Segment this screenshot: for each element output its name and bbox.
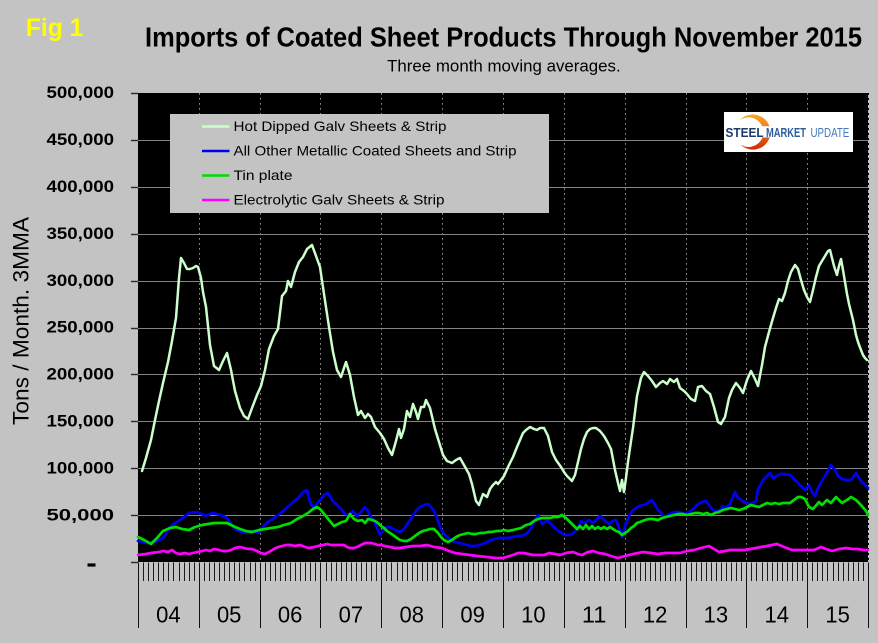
svg-text:Fig 1: Fig 1	[26, 14, 84, 42]
svg-text:250,000: 250,000	[47, 319, 115, 337]
svg-text:05: 05	[217, 602, 242, 628]
svg-text:450,000: 450,000	[47, 131, 115, 149]
svg-text:Tin plate: Tin plate	[234, 167, 293, 183]
svg-text:Imports of Coated Sheet Produc: Imports of Coated Sheet Products Through…	[145, 22, 862, 53]
svg-text:04: 04	[156, 602, 181, 628]
svg-text:14: 14	[765, 602, 790, 628]
svg-text:UPDATE: UPDATE	[811, 127, 850, 141]
svg-text:200,000: 200,000	[47, 366, 115, 384]
svg-text:100,000: 100,000	[47, 459, 115, 477]
svg-text:10: 10	[521, 602, 546, 628]
svg-text:STEEL: STEEL	[726, 125, 764, 140]
svg-text:06: 06	[278, 602, 303, 628]
svg-text:50,000: 50,000	[47, 506, 115, 524]
svg-text:15: 15	[825, 602, 850, 628]
svg-text:Electrolytic Galv Sheets & Str: Electrolytic Galv Sheets & Strip	[234, 192, 445, 208]
svg-text:13: 13	[704, 602, 729, 628]
svg-text:500,000: 500,000	[47, 84, 115, 102]
svg-text:08: 08	[400, 602, 425, 628]
svg-text:07: 07	[339, 602, 364, 628]
svg-text:12: 12	[643, 602, 668, 628]
svg-text:Hot Dipped Galv Sheets & Strip: Hot Dipped Galv Sheets & Strip	[234, 118, 447, 134]
svg-text:350,000: 350,000	[47, 225, 115, 243]
svg-text:Tons / Month. 3MMA: Tons / Month. 3MMA	[9, 217, 34, 425]
svg-text:150,000: 150,000	[47, 413, 115, 431]
svg-text:All Other Metallic Coated Shee: All Other Metallic Coated Sheets and Str…	[234, 143, 517, 159]
svg-text:300,000: 300,000	[47, 272, 115, 290]
svg-text:09: 09	[460, 602, 485, 628]
svg-text:Three month moving averages.: Three month moving averages.	[387, 57, 621, 76]
svg-text:MARKET: MARKET	[766, 127, 806, 141]
svg-text:400,000: 400,000	[47, 178, 115, 196]
svg-text:11: 11	[582, 602, 607, 628]
